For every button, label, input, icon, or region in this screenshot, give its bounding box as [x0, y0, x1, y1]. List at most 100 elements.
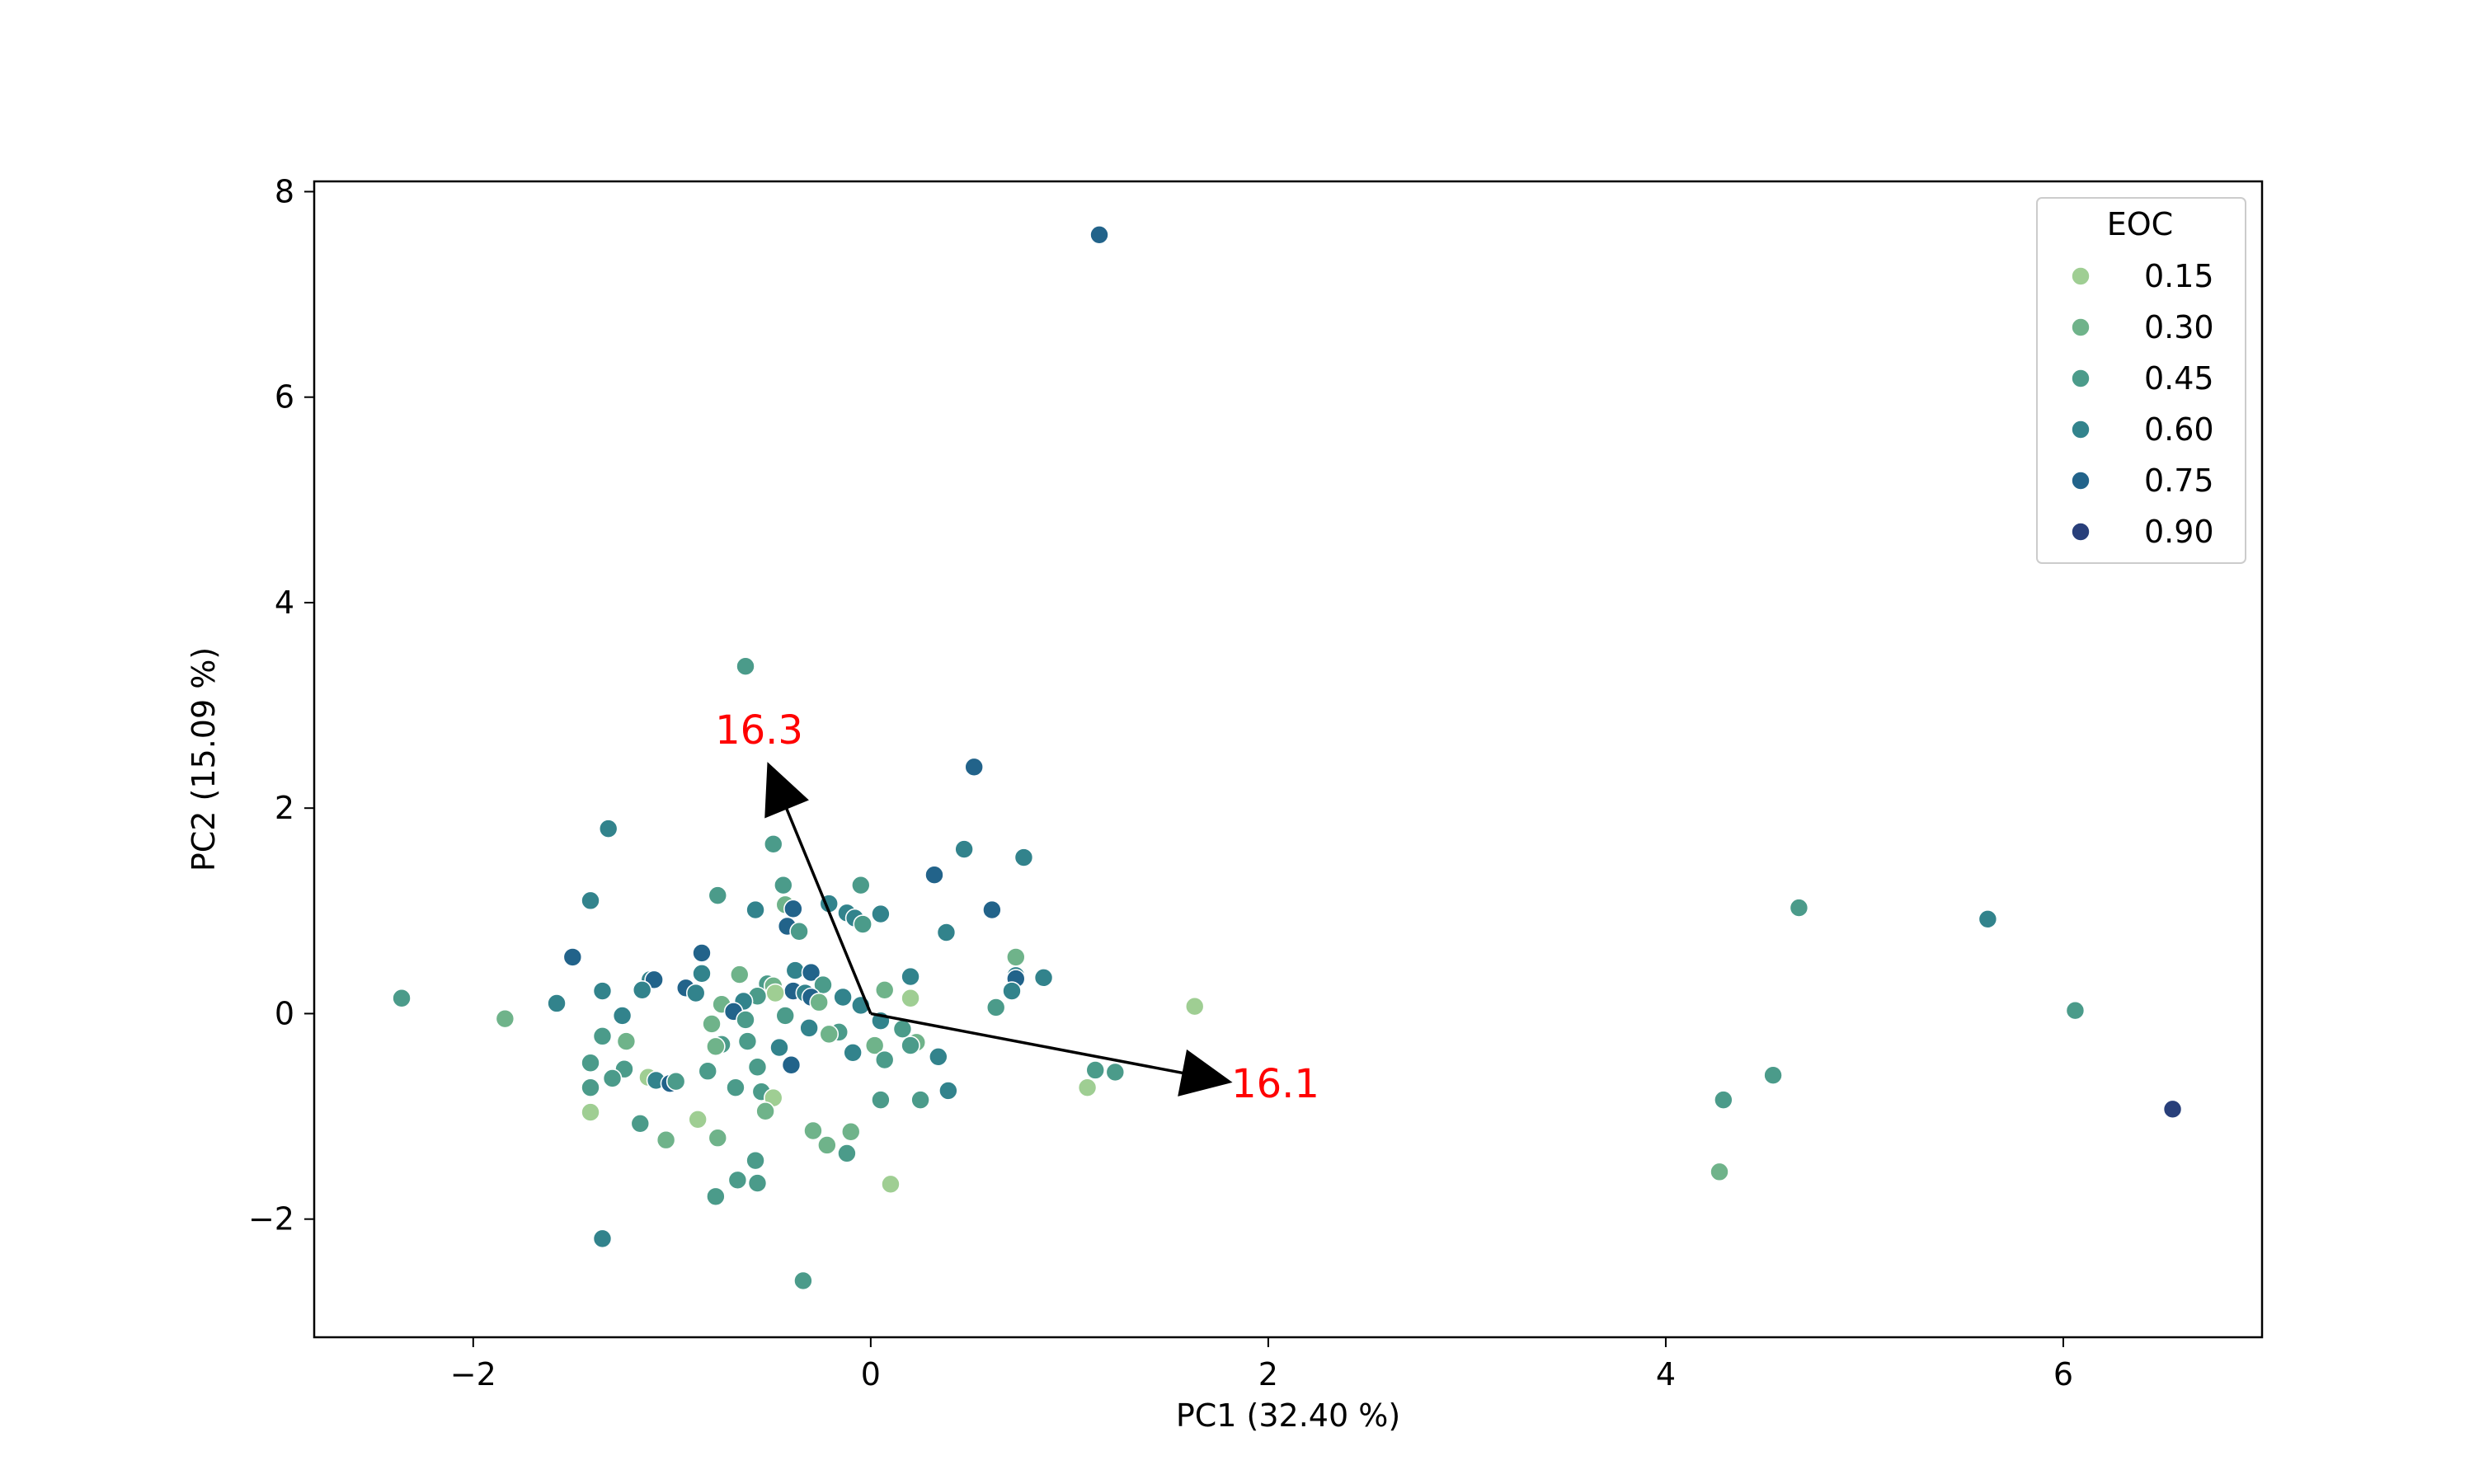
- legend: EOC 0.15 0.30 0.45 0.60 0.75 0.90: [2036, 197, 2246, 564]
- scatter-point: [763, 834, 783, 854]
- x-axis-label: PC1 (32.40 %): [1176, 1397, 1400, 1434]
- scatter-point: [1085, 1060, 1106, 1080]
- scatter-point: [706, 1036, 726, 1057]
- scatter-points-layer: [392, 225, 2183, 1291]
- legend-entry-label: 0.45: [2144, 360, 2214, 397]
- scatter-point: [495, 1008, 515, 1029]
- scatter-point: [2162, 1099, 2183, 1120]
- legend-marker: [2071, 471, 2091, 491]
- scatter-point: [581, 1078, 600, 1097]
- scatter-point: [581, 890, 600, 911]
- legend-marker: [2071, 266, 2091, 286]
- scatter-point: [2065, 1000, 2086, 1021]
- scatter-point: [692, 964, 712, 984]
- scatter-point: [765, 983, 785, 1003]
- scatter-point: [864, 1036, 885, 1055]
- scatter-point: [1710, 1162, 1729, 1182]
- loading-arrow-shaft: [782, 801, 872, 1015]
- scatter-point: [781, 1054, 802, 1075]
- x-tick-label: 2: [1258, 1356, 1278, 1392]
- loading-arrows-layer: 16.3 16.1: [715, 707, 1319, 1107]
- scatter-point: [938, 1081, 958, 1101]
- scatter-point: [1002, 981, 1022, 1001]
- legend-box: [2036, 197, 2246, 564]
- scatter-point: [769, 1037, 789, 1058]
- scatter-point: [745, 1150, 765, 1171]
- scatter-point: [874, 1050, 895, 1070]
- loading-arrow-label: 16.1: [1231, 1061, 1319, 1107]
- scatter-point: [982, 899, 1002, 920]
- legend-entry-label: 0.60: [2144, 411, 2214, 448]
- scatter-point: [706, 1186, 726, 1207]
- scatter-point: [964, 757, 984, 777]
- scatter-point: [1105, 1062, 1126, 1082]
- x-tick-label: 4: [1656, 1356, 1676, 1392]
- scatter-point: [581, 1102, 600, 1122]
- legend-entry-label: 0.90: [2144, 514, 2214, 550]
- scatter-point: [592, 1026, 613, 1046]
- loading-arrow-label: 16.3: [715, 707, 803, 754]
- legend-entry-label: 0.30: [2144, 309, 2214, 345]
- scatter-point: [547, 993, 567, 1013]
- y-tick-label: 6: [275, 379, 294, 416]
- y-axis-label: PC2 (15.09 %): [186, 647, 222, 871]
- scatter-point: [755, 1101, 775, 1121]
- scatter-point: [562, 947, 583, 967]
- scatter-point: [985, 998, 1006, 1017]
- scatter-point: [936, 923, 957, 942]
- scatter-point: [785, 960, 806, 980]
- scatter-point: [692, 943, 712, 963]
- plot-area-frame: [313, 180, 2264, 1339]
- loading-arrow-shaft: [870, 1012, 1191, 1076]
- loading-arrowhead: [1178, 1049, 1233, 1097]
- scatter-point: [783, 899, 803, 919]
- y-tick-label: 4: [275, 585, 294, 621]
- scatter-point: [1763, 1065, 1783, 1086]
- scatter-point: [1714, 1090, 1733, 1110]
- scatter-point: [801, 962, 821, 983]
- y-tick-label: 0: [275, 995, 294, 1031]
- scatter-point: [656, 1129, 676, 1150]
- scatter-point: [775, 1006, 796, 1026]
- scatter-point: [809, 992, 829, 1012]
- scatter-point: [736, 1010, 755, 1030]
- loading-arrowhead: [764, 762, 809, 819]
- scatter-point: [853, 914, 873, 934]
- scatter-point: [602, 1068, 623, 1088]
- scatter-point: [708, 1128, 728, 1148]
- legend-marker: [2071, 522, 2091, 542]
- scatter-point: [892, 1019, 913, 1039]
- scatter-point: [929, 1046, 948, 1067]
- scatter-point: [736, 656, 755, 677]
- scatter-point: [708, 885, 728, 905]
- scatter-point: [685, 983, 706, 1003]
- scatter-point: [954, 839, 974, 859]
- scatter-point: [901, 988, 920, 1008]
- legend-marker: [2071, 369, 2091, 388]
- legend-marker: [2071, 317, 2091, 337]
- scatter-point: [819, 1024, 840, 1045]
- scatter-point: [910, 1090, 930, 1110]
- scatter-point: [688, 1110, 708, 1129]
- scatter-point: [1006, 947, 1026, 967]
- y-tick-label: 2: [275, 790, 294, 826]
- scatter-point: [666, 1071, 686, 1092]
- scatter-point: [833, 987, 853, 1007]
- scatter-point: [612, 1006, 633, 1026]
- scatter-point: [817, 1135, 837, 1155]
- scatter-point: [803, 1120, 823, 1141]
- x-axis-ticks: −2 0 2 4 6: [450, 1337, 2073, 1392]
- scatter-point: [1089, 225, 1109, 245]
- scatter-point: [745, 899, 765, 920]
- scatter-point: [581, 1053, 600, 1073]
- scatter-point: [881, 1174, 901, 1195]
- legend-entries: 0.15 0.30 0.45 0.60 0.75 0.90: [2071, 258, 2214, 550]
- scatter-point: [843, 1042, 863, 1063]
- scatter-point: [747, 1173, 768, 1193]
- scatter-point: [592, 981, 613, 1001]
- scatter-point: [874, 979, 895, 1000]
- scatter-point: [392, 988, 412, 1008]
- scatter-point: [726, 1078, 745, 1097]
- scatter-point: [1033, 968, 1054, 988]
